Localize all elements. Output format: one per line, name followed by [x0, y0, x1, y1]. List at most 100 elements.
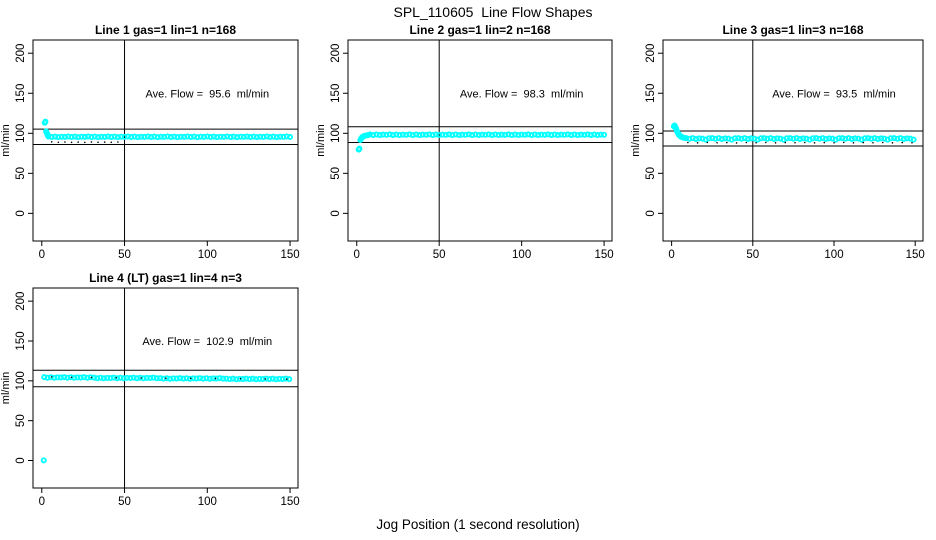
- data-point: [287, 134, 294, 141]
- speck-point: [823, 141, 826, 144]
- speck-point: [64, 141, 66, 143]
- speck-point: [901, 141, 904, 144]
- x-tick-label: 50: [433, 249, 446, 261]
- y-tick-label: 100: [15, 371, 27, 390]
- data-point: [774, 135, 781, 142]
- speck-point: [852, 142, 855, 144]
- speck-point: [696, 142, 699, 144]
- speck-point: [881, 141, 884, 144]
- x-tick-label: 0: [39, 496, 45, 508]
- y-axis: 0 50 100 150 200: [645, 44, 663, 217]
- data-point: [783, 135, 790, 142]
- data-point: [835, 135, 842, 142]
- avg-flow-annotation: Ave. Flow = 95.6 ml/min: [145, 88, 269, 100]
- y-axis: 0 50 100 150 200: [15, 44, 33, 217]
- data-point: [705, 135, 712, 142]
- data-point: [910, 136, 917, 143]
- x-tick-label: 50: [118, 496, 131, 508]
- y-tick-label: 0: [645, 210, 657, 216]
- x-axis: 0 50 100 150: [39, 241, 300, 261]
- y-tick-label: 200: [645, 44, 657, 63]
- x-tick-label: 100: [198, 249, 217, 261]
- x-tick-label: 100: [198, 496, 217, 508]
- data-point: [852, 135, 859, 142]
- speck-point: [862, 141, 865, 144]
- data-point: [887, 135, 894, 142]
- speck-point: [891, 142, 894, 144]
- panel-title: Line 3 gas=1 lin=3 n=168: [722, 23, 863, 37]
- speck-point: [189, 377, 192, 380]
- y-tick-label: 0: [330, 210, 342, 216]
- y-axis: 0 50 100 150 200: [15, 292, 33, 464]
- speck-point: [755, 141, 757, 144]
- speck-point: [794, 141, 796, 144]
- panel-title: Line 2 gas=1 lin=2 n=168: [409, 23, 550, 37]
- speck-point: [813, 142, 816, 144]
- speck-point: [165, 377, 167, 379]
- speck-point: [687, 141, 689, 144]
- data-points: [41, 118, 294, 141]
- speck-point: [50, 376, 53, 378]
- speck-point: [764, 141, 767, 144]
- y-tick-label: 50: [15, 414, 27, 427]
- speck-point: [214, 377, 217, 380]
- x-axis: 0 50 100 150: [39, 488, 300, 508]
- dark-specks: [50, 141, 119, 144]
- x-tick-label: 150: [280, 496, 299, 508]
- y-tick-label: 100: [645, 124, 657, 143]
- x-tick-label: 150: [280, 249, 299, 261]
- speck-point: [90, 141, 93, 143]
- data-points: [670, 122, 917, 143]
- speck-point: [97, 141, 99, 144]
- data-point: [809, 135, 816, 142]
- x-tick-label: 50: [118, 249, 131, 261]
- avg-flow-annotation: Ave. Flow = 93.5 ml/min: [772, 88, 896, 100]
- panel-4: 0 50 100 150 0 50 100 150 200 ml/min Ave. Flow = 1…: [0, 271, 300, 508]
- y-tick-label: 0: [15, 457, 27, 463]
- data-point: [286, 376, 293, 383]
- y-axis-title: ml/min: [315, 124, 327, 156]
- speck-point: [70, 141, 73, 144]
- speck-point: [103, 141, 106, 143]
- panel-3: 0 50 100 150 0 50 100 150 200 ml/min Ave. Flow = 9…: [630, 23, 925, 261]
- dark-specks: [50, 376, 288, 380]
- x-tick-label: 0: [39, 249, 45, 261]
- y-axis: 0 50 100 150 200: [330, 44, 348, 217]
- speck-point: [110, 141, 113, 144]
- x-tick-label: 50: [746, 249, 759, 261]
- x-axis: 0 50 100 150: [354, 241, 614, 261]
- y-tick-label: 200: [330, 44, 342, 63]
- y-tick-label: 200: [15, 292, 27, 311]
- figure-title: SPL_110605 Line Flow Shapes: [393, 4, 593, 20]
- x-tick-label: 0: [354, 249, 360, 261]
- data-point: [904, 135, 911, 142]
- data-point: [722, 135, 729, 142]
- dark-specks: [687, 141, 913, 144]
- x-tick-label: 100: [824, 249, 843, 261]
- speck-point: [57, 141, 60, 144]
- data-point: [601, 131, 608, 138]
- speck-point: [90, 376, 93, 379]
- avg-flow-annotation: Ave. Flow = 98.3 ml/min: [460, 88, 584, 100]
- speck-point: [803, 141, 806, 144]
- panel-title: Line 1 gas=1 lin=1 n=168: [95, 23, 236, 37]
- data-point: [861, 135, 868, 142]
- speck-point: [77, 141, 79, 143]
- y-tick-label: 50: [15, 167, 27, 180]
- speck-point: [117, 141, 119, 143]
- speck-point: [716, 141, 718, 144]
- panel-1: 0 50 100 150 0 50 100 150 200 ml/min Ave. Flow = 9…: [0, 23, 300, 261]
- y-axis-title: ml/min: [630, 124, 642, 156]
- y-tick-label: 150: [645, 84, 657, 103]
- panel-2: 0 50 100 150 0 50 100 150 200 ml/min Ave. Flow = 9…: [315, 23, 614, 261]
- y-tick-label: 150: [330, 84, 342, 103]
- plot-box: [32, 287, 299, 489]
- speck-point: [872, 141, 874, 144]
- speck-point: [84, 141, 86, 144]
- x-tick-label: 100: [512, 249, 531, 261]
- speck-point: [285, 378, 288, 380]
- x-tick-label: 150: [906, 249, 925, 261]
- speck-point: [239, 377, 242, 380]
